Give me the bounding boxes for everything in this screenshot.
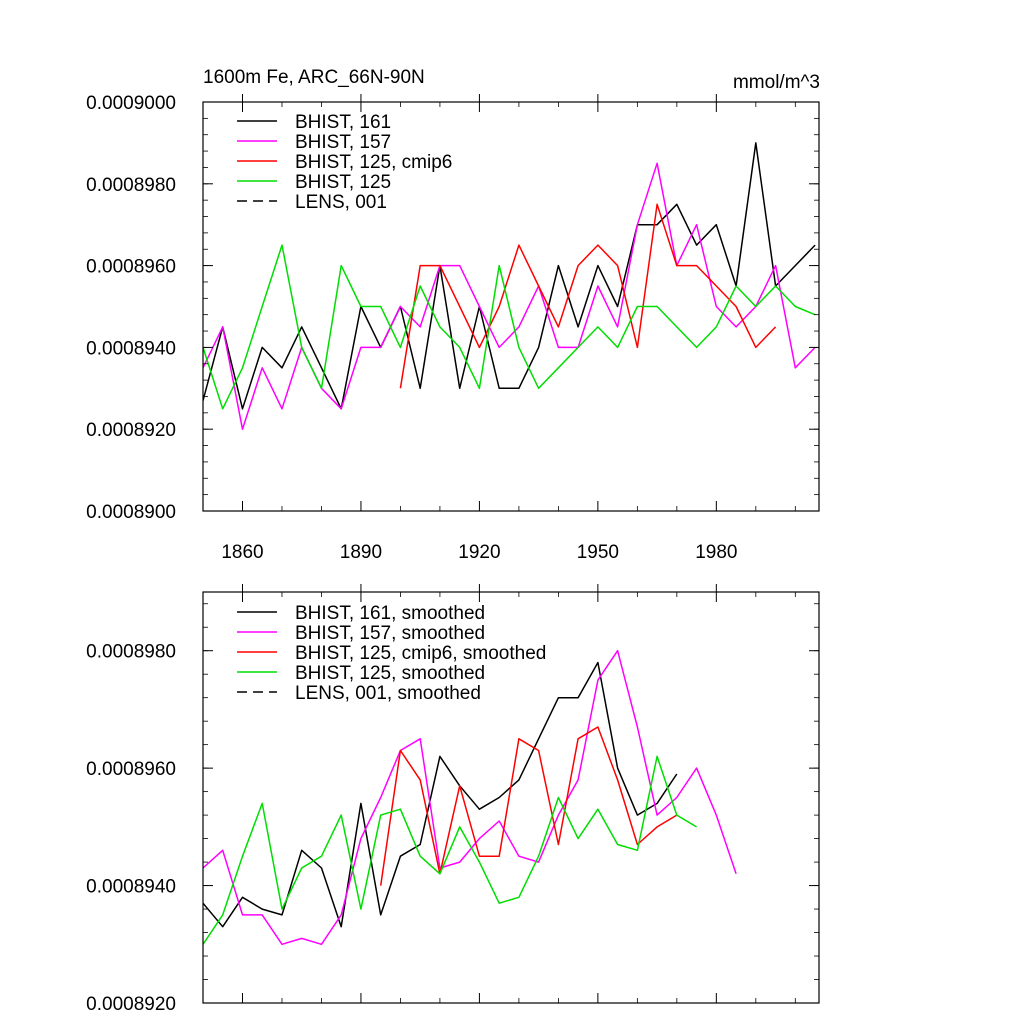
series-layer <box>203 649 737 946</box>
legend-label-4: LENS, 001, smoothed <box>295 683 481 704</box>
legend-label-2: BHIST, 125, cmip6, smoothed <box>295 643 546 664</box>
y-tick-label: 0.0008980 <box>86 175 176 196</box>
legend-label-2: BHIST, 125, cmip6 <box>295 152 452 173</box>
x-tick-label: 1950 <box>577 542 619 563</box>
x-tick-label: 1920 <box>458 542 500 563</box>
y-tick-label: 0.0008960 <box>86 759 176 780</box>
series-clip <box>203 142 816 430</box>
top-panel: 1600m Fe, ARC_66N-90N mmol/m^3 0.0009000… <box>86 67 820 563</box>
legend-label-0: BHIST, 161, smoothed <box>295 603 485 624</box>
y-tick-label: 0.0008960 <box>86 257 176 278</box>
legend-label-3: BHIST, 125 <box>295 172 391 193</box>
legend-label-1: BHIST, 157, smoothed <box>295 623 485 644</box>
units-label: mmol/m^3 <box>733 72 820 93</box>
y-tick-label: 0.0008920 <box>86 420 176 441</box>
axes-layer: 0.0009000 0.0008980 0.0008960 0.0008940 0.00… <box>86 93 819 563</box>
y-tick-label: 0.0008940 <box>86 338 176 359</box>
y-tick-label: 0.0008900 <box>86 502 176 523</box>
bottom-panel: 0.0008980 0.0008960 0.0008940 0.0008920 BHI… <box>86 584 820 1015</box>
series-layer <box>203 142 816 430</box>
y-tick-label: 0.0008980 <box>86 642 176 663</box>
y-tick-label: 0.0008940 <box>86 877 176 898</box>
series-line-0 <box>203 661 678 928</box>
legend-label-4: LENS, 001 <box>295 192 387 213</box>
y-tick-label: 0.0008920 <box>86 994 176 1015</box>
plot-frame <box>202 101 820 512</box>
series-line-3 <box>203 755 697 945</box>
legend-label-3: BHIST, 125, smoothed <box>295 663 485 684</box>
series-line-1 <box>203 649 737 946</box>
chart-title: 1600m Fe, ARC_66N-90N <box>203 67 425 88</box>
series-line-2 <box>379 726 678 886</box>
series-line-2 <box>399 203 777 389</box>
x-tick-label: 1980 <box>695 542 737 563</box>
legend-label-1: BHIST, 157 <box>295 132 391 153</box>
series-line-3 <box>203 244 816 410</box>
legend-label-0: BHIST, 161 <box>295 112 391 133</box>
axes-layer: 0.0008980 0.0008960 0.0008940 0.0008920 <box>86 584 819 1015</box>
x-tick-label: 1860 <box>221 542 263 563</box>
series-line-0 <box>203 142 816 410</box>
series-clip <box>203 649 737 946</box>
plot-frame <box>202 591 820 1004</box>
y-tick-label: 0.0009000 <box>86 93 176 114</box>
x-tick-label: 1890 <box>340 542 382 563</box>
